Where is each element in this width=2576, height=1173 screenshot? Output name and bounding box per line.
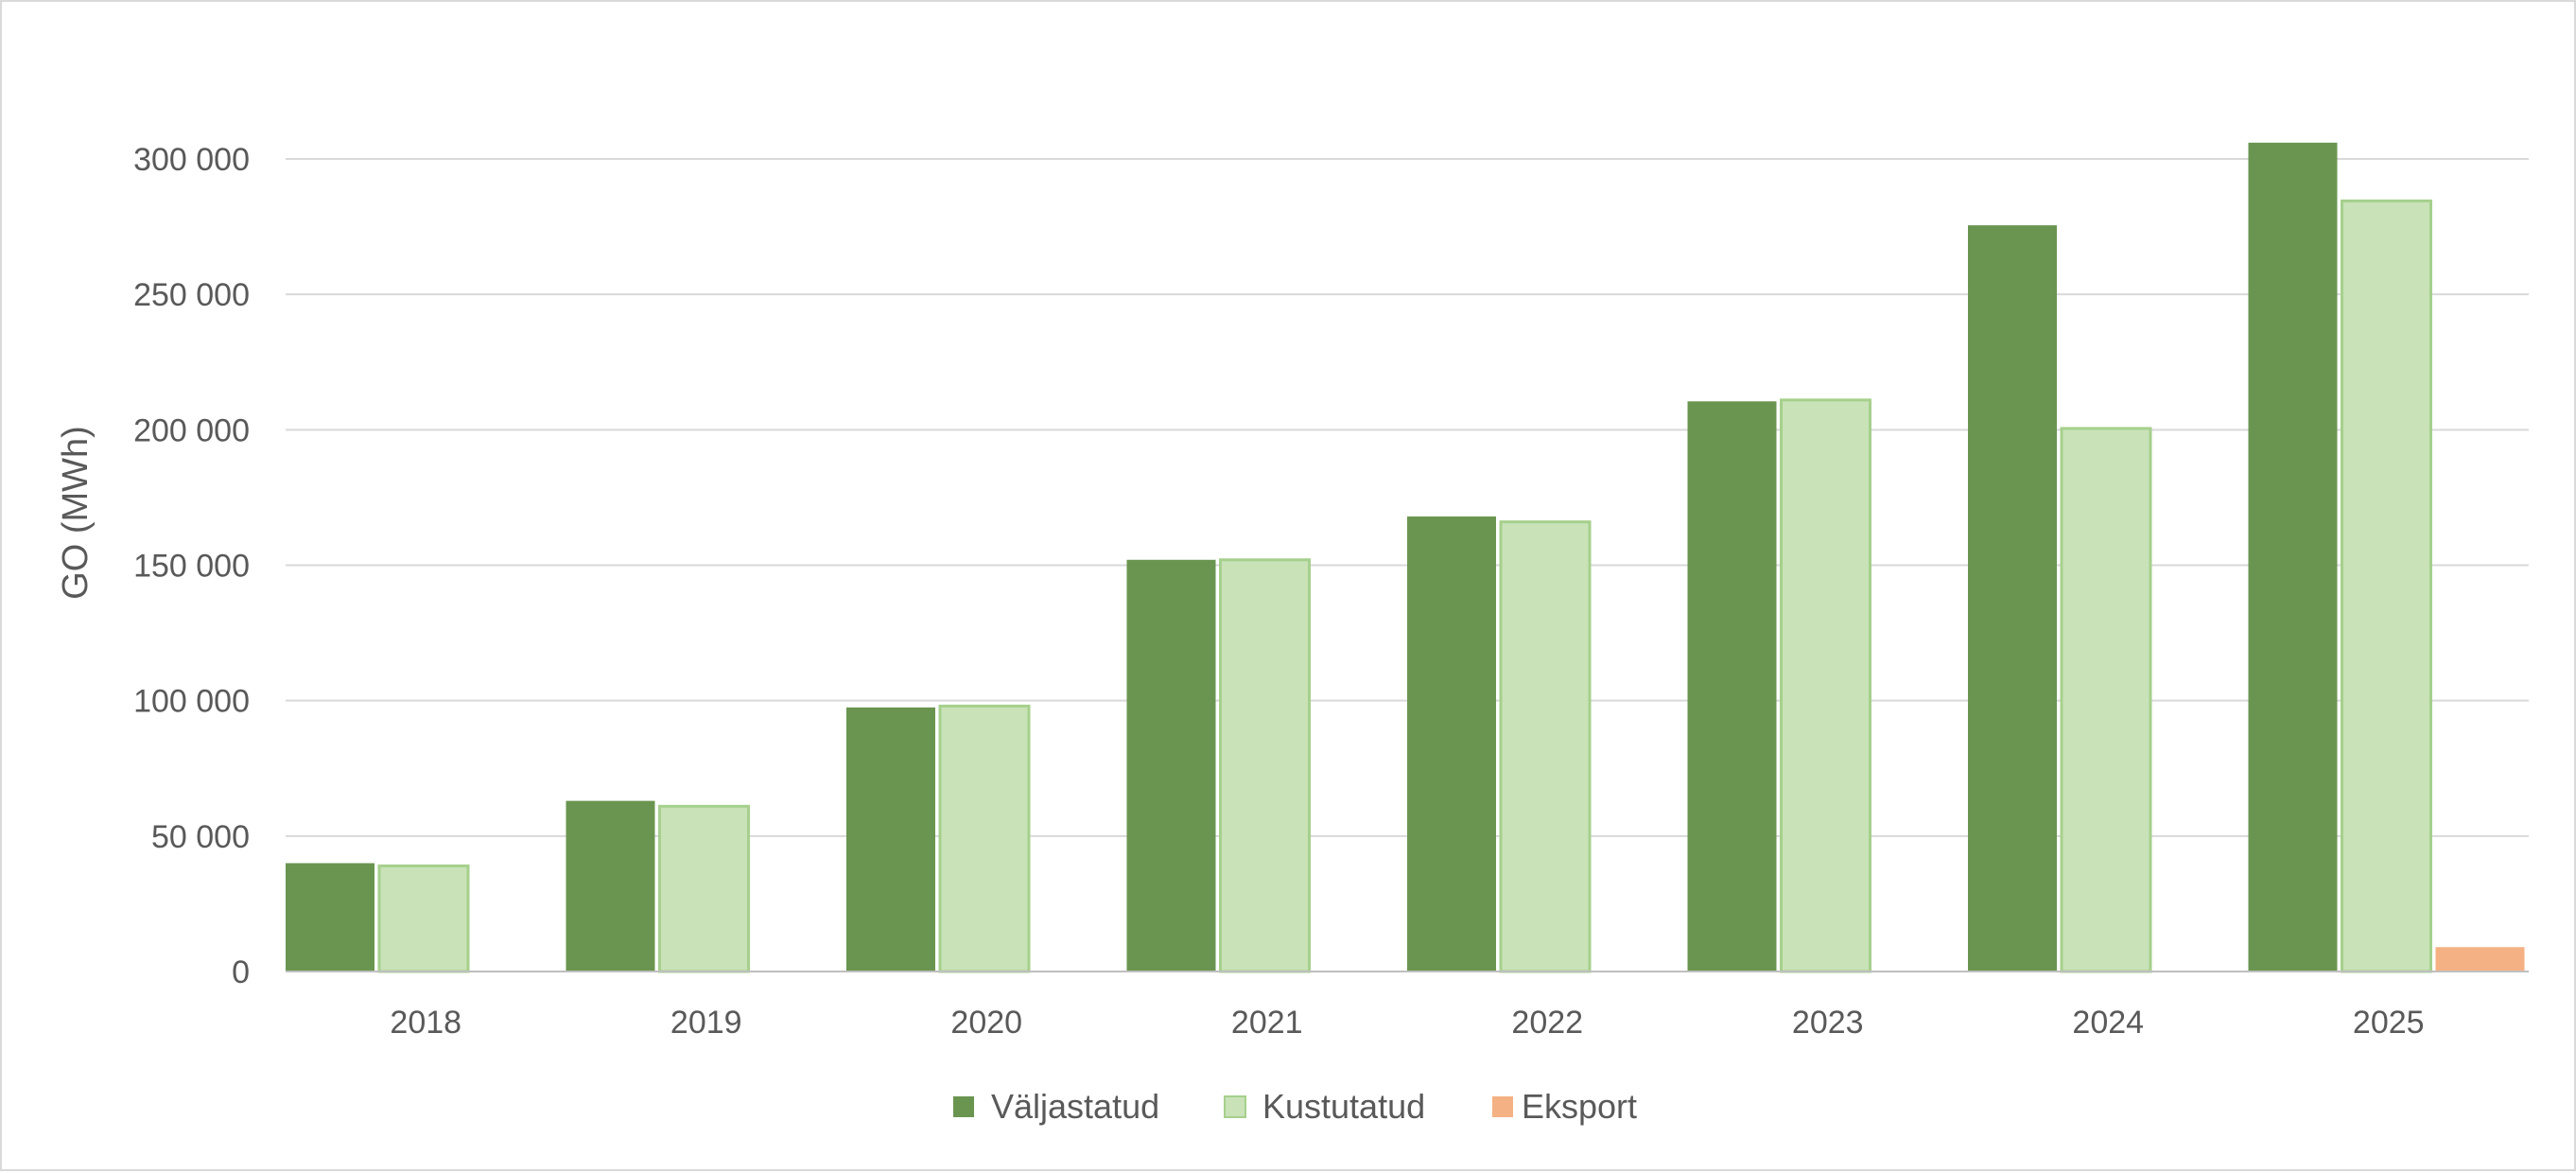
y-tick-label: 50 000 [151, 819, 250, 855]
legend-label: Eksport [1522, 1087, 1637, 1126]
x-tick-label: 2018 [390, 1005, 461, 1041]
legend-swatch [1492, 1096, 1513, 1117]
legend: Väljastatud Kustutatud Eksport [953, 1087, 1637, 1126]
y-tick-label: 0 [232, 954, 250, 990]
x-tick-label: 2019 [670, 1005, 742, 1041]
y-axis-ticks: 0 50 000 100 000 150 000 200 000 250 000 300 0… [133, 142, 250, 990]
bar-kustutatud-2024 [2060, 427, 2152, 973]
bar-väljastatud-2023 [1687, 401, 1777, 972]
bar-kustutatud-2018 [377, 864, 470, 973]
bar-väljastatud-2020 [846, 707, 935, 972]
bar-väljastatud-2025 [2248, 142, 2338, 972]
y-tick-label: 250 000 [133, 277, 250, 313]
y-tick-label: 150 000 [133, 549, 250, 585]
y-axis-label: GO (MWh) [56, 426, 96, 600]
bar-väljastatud-2021 [1126, 559, 1216, 972]
bar-väljastatud-2024 [1968, 225, 2057, 972]
bar-kustutatud-2020 [938, 704, 1031, 973]
legend-swatch [1224, 1095, 1246, 1118]
bar-väljastatud-2018 [286, 863, 374, 972]
legend-swatch [953, 1096, 974, 1117]
legend-label: Kustutatud [1262, 1087, 1425, 1126]
x-tick-label: 2023 [1792, 1005, 1864, 1041]
bar-kustutatud-2022 [1499, 520, 1592, 973]
x-tick-label: 2022 [1511, 1005, 1583, 1041]
y-tick-label: 100 000 [133, 684, 250, 720]
x-axis-ticks: 2018 2019 2020 2021 2022 2023 2024 2025 [390, 1005, 2424, 1041]
x-tick-label: 2024 [2072, 1005, 2144, 1041]
bar-kustutatud-2025 [2341, 199, 2432, 973]
bar-kustutatud-2019 [658, 804, 750, 973]
x-tick-label: 2021 [1231, 1005, 1303, 1041]
bar-kustutatud-2021 [1219, 558, 1311, 973]
x-tick-label: 2025 [2353, 1005, 2425, 1041]
x-tick-label: 2020 [950, 1005, 1022, 1041]
bar-eksport-2025 [2435, 947, 2525, 972]
bar-väljastatud-2019 [566, 800, 655, 972]
y-tick-label: 200 000 [133, 412, 250, 448]
bar-väljastatud-2022 [1407, 516, 1496, 972]
y-tick-label: 300 000 [133, 142, 250, 178]
bars [286, 142, 2525, 973]
bar-kustutatud-2023 [1780, 398, 1871, 973]
legend-label: Väljastatud [991, 1087, 1159, 1126]
